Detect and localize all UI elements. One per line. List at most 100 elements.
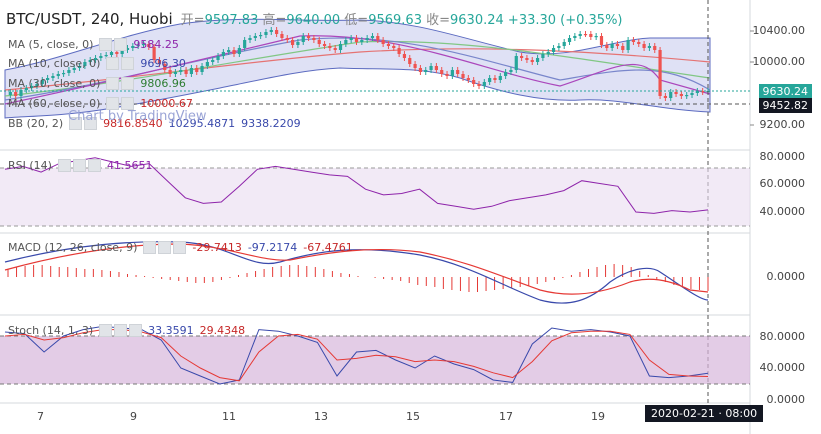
- legend-buttons[interactable]: [106, 57, 135, 70]
- candle-body: [301, 36, 305, 42]
- candle-body: [546, 52, 550, 54]
- candle-body: [24, 88, 28, 90]
- legend-value: 9584.25: [133, 38, 179, 51]
- legend-buttons[interactable]: [106, 77, 135, 90]
- stoch-axis-label: 80.0000: [759, 330, 806, 343]
- close-icon[interactable]: [173, 241, 187, 254]
- candle-body: [381, 40, 385, 44]
- legend-ma5[interactable]: MA (5, close, 0) 9584.25: [8, 38, 179, 51]
- close-icon[interactable]: [87, 159, 101, 172]
- low-label: 低=: [344, 13, 369, 28]
- candle-body: [621, 46, 625, 50]
- high-value: 9640.00: [286, 13, 341, 28]
- candle-body: [125, 48, 130, 50]
- settings-icon[interactable]: [121, 57, 135, 70]
- legend-buttons[interactable]: [99, 324, 143, 337]
- tradingview-watermark[interactable]: Chart by TradingView: [68, 109, 207, 124]
- symbol-title[interactable]: BTC/USDT, 240, Huobi: [6, 9, 173, 28]
- settings-icon[interactable]: [72, 159, 86, 172]
- eye-icon[interactable]: [57, 159, 71, 172]
- candle-body: [440, 70, 444, 74]
- legend-ma30[interactable]: MA (30, close, 0) 9806.96: [8, 77, 186, 90]
- legend-rsi[interactable]: RSI (14) 41.5651: [8, 159, 152, 172]
- candle-body: [658, 50, 662, 96]
- legend-label: RSI (14): [8, 159, 52, 172]
- eye-icon[interactable]: [99, 324, 113, 337]
- eye-icon[interactable]: [106, 97, 120, 110]
- legend-label: MA (60, close, 0): [8, 97, 101, 110]
- candle-body: [626, 40, 630, 50]
- candle-body: [312, 38, 316, 40]
- open-label: 开=: [180, 13, 205, 28]
- settings-icon[interactable]: [158, 241, 172, 254]
- candle-body: [269, 30, 273, 32]
- legend-value-2: -97.2174: [247, 241, 298, 254]
- settings-icon[interactable]: [84, 117, 98, 130]
- candle-body: [461, 74, 465, 78]
- legend-ma60[interactable]: MA (60, close, 0) 10000.67: [8, 97, 193, 110]
- eye-icon[interactable]: [99, 38, 113, 51]
- legend-buttons[interactable]: [57, 159, 101, 172]
- candle-body: [376, 36, 380, 40]
- bollinger-band-fill: [4, 18, 711, 119]
- legend-label: MACD (12, 26, close, 9): [8, 241, 138, 254]
- legend-value: 41.5651: [106, 159, 153, 172]
- candle-body: [51, 76, 55, 78]
- legend-bb[interactable]: BB (20, 2) 9816.8540 10295.4871 9338.220…: [8, 117, 301, 130]
- legend-buttons[interactable]: [143, 241, 187, 254]
- legend-buttons[interactable]: [99, 38, 128, 51]
- eye-icon[interactable]: [106, 77, 120, 90]
- legend-ma10[interactable]: MA (10, close, 0) 9696.30: [8, 57, 186, 70]
- candle-body: [535, 58, 540, 62]
- candle-body: [360, 40, 364, 42]
- candle-body: [280, 34, 284, 38]
- eye-icon[interactable]: [69, 117, 83, 130]
- candle-body: [445, 74, 449, 76]
- candle-body: [663, 96, 667, 98]
- candle-body: [541, 54, 545, 58]
- candle-body: [83, 62, 87, 66]
- legend-buttons[interactable]: [106, 97, 135, 110]
- settings-icon[interactable]: [121, 97, 135, 110]
- candle-body: [296, 42, 300, 45]
- stoch-band: [0, 336, 750, 384]
- legend-stoch[interactable]: Stoch (14, 1, 3) 33.3591 29.4348: [8, 324, 245, 337]
- time-axis-label: 17: [499, 410, 513, 423]
- candle-body: [349, 38, 353, 40]
- settings-icon[interactable]: [114, 324, 128, 337]
- candle-body: [104, 55, 108, 57]
- high-label: 高=: [262, 13, 287, 28]
- settings-icon[interactable]: [114, 38, 128, 51]
- legend-macd[interactable]: MACD (12, 26, close, 9) -29.7413 -97.217…: [8, 241, 353, 254]
- candle-body: [285, 38, 289, 40]
- candle-body: [56, 74, 60, 76]
- close-value: 9630.24: [450, 13, 504, 28]
- candle-body: [8, 92, 12, 95]
- candle-body: [701, 91, 705, 93]
- candle-body: [141, 44, 146, 46]
- candle-body: [253, 36, 257, 38]
- eye-icon[interactable]: [106, 57, 120, 70]
- eye-icon[interactable]: [143, 241, 157, 254]
- candle-body: [370, 36, 375, 38]
- crosshair-price-tag: 9452.82: [758, 98, 812, 113]
- stoch-axis-label: 0.0000: [766, 393, 806, 406]
- legend-buttons[interactable]: [69, 117, 98, 130]
- close-icon[interactable]: [129, 324, 143, 337]
- candle-body: [386, 44, 391, 46]
- candle-body: [456, 70, 460, 74]
- settings-icon[interactable]: [121, 77, 135, 90]
- price-axis-label: 10400.00: [752, 24, 806, 37]
- last-price-tag: 9630.24: [758, 84, 812, 99]
- crosshair-date-label: 2020-02-21 · 08:00: [645, 405, 764, 422]
- candle-body: [599, 36, 604, 45]
- ohlc-values: 开=9597.83 高=9640.00 低=9569.63 收=9630.24 …: [181, 9, 623, 28]
- candle-body: [397, 48, 401, 54]
- candle-body: [184, 70, 188, 74]
- candle-body: [290, 40, 295, 45]
- legend-value: 33.3591: [148, 324, 194, 337]
- candle-body: [365, 38, 369, 40]
- legend-value: 10000.67: [140, 97, 193, 110]
- candle-body: [509, 70, 513, 72]
